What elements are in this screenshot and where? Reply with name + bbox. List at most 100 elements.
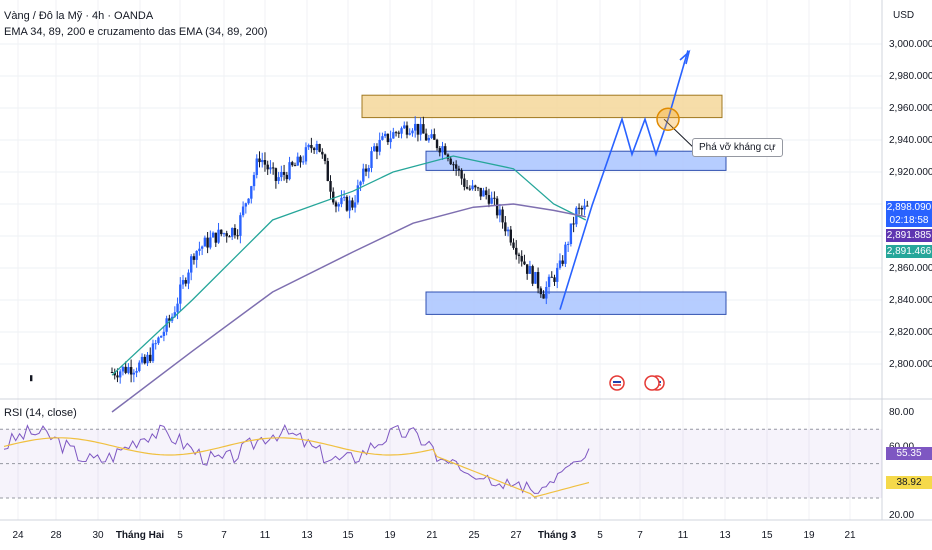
symbol-legend: Vàng / Đô la Mỹ · 4h · OANDA xyxy=(4,10,154,22)
candle-body xyxy=(566,244,570,246)
projection-path xyxy=(559,50,689,310)
ema-purple-tag: 2,891.885 xyxy=(886,229,932,242)
candle-body xyxy=(135,370,138,373)
candle-body xyxy=(479,187,482,197)
currency-label: USD xyxy=(893,10,914,21)
candle-body xyxy=(561,260,564,264)
candle-body xyxy=(30,375,33,382)
time-tick-label: 5 xyxy=(597,530,603,541)
candle-body xyxy=(280,171,283,178)
candle-body xyxy=(323,154,327,162)
candle-body xyxy=(575,207,578,225)
candle-body xyxy=(271,167,275,169)
candle-body xyxy=(397,132,400,134)
rsi-tick-label: 60.00 xyxy=(889,441,914,452)
candle-body xyxy=(416,123,420,135)
annotation-leader-line xyxy=(663,118,697,151)
candle-body xyxy=(149,354,152,362)
candle-body xyxy=(468,188,472,190)
candle-body xyxy=(512,242,515,248)
time-tick-label: 25 xyxy=(468,530,480,541)
candle-body xyxy=(236,235,239,237)
us-flag-event-icon xyxy=(644,375,660,391)
breakout-annotation[interactable]: Phá vỡ kháng cự xyxy=(692,138,783,157)
candle-body xyxy=(528,266,532,274)
countdown-tag: 02:18:58 xyxy=(886,214,932,227)
candle-body xyxy=(362,168,365,182)
candle-body xyxy=(263,160,267,165)
candle-body xyxy=(159,335,163,338)
candle-body xyxy=(536,272,540,289)
candle-body xyxy=(539,288,543,295)
candle-body xyxy=(285,174,289,180)
candle-body xyxy=(244,203,248,207)
candle-body xyxy=(329,180,332,192)
time-tick-label: 13 xyxy=(719,530,731,541)
candle-body xyxy=(154,343,157,345)
candle-body xyxy=(433,134,436,140)
candle-body xyxy=(269,167,272,170)
rsi-legend: RSI (14, close) xyxy=(4,407,77,419)
candle-body xyxy=(498,209,502,216)
rsi-ma-tag: 38.92 xyxy=(886,476,932,489)
candle-body xyxy=(446,154,450,159)
candle-body xyxy=(495,198,499,216)
candle-body xyxy=(250,186,253,199)
candle-body xyxy=(411,130,414,134)
candle-body xyxy=(534,272,537,284)
candle-body xyxy=(577,207,581,209)
rsi-ma-line xyxy=(3,437,590,498)
candle-body xyxy=(351,200,354,208)
price-tick-label: 2,860.000 xyxy=(889,263,932,274)
candle-body xyxy=(476,187,480,189)
candle-body xyxy=(580,207,584,210)
candle-body xyxy=(542,294,545,299)
candle-body xyxy=(116,375,119,378)
candle-body xyxy=(394,132,398,134)
candle-body xyxy=(413,123,417,131)
candle-body xyxy=(165,318,168,332)
candle-body xyxy=(558,260,562,268)
candle-body xyxy=(572,223,575,225)
candle-body xyxy=(452,164,455,166)
candle-body xyxy=(181,280,185,285)
candle-body xyxy=(438,148,441,153)
candle-body xyxy=(230,228,234,237)
candle-body xyxy=(176,303,179,313)
candle-body xyxy=(222,233,226,235)
candle-body xyxy=(465,186,469,189)
candle-body xyxy=(378,139,381,152)
candle-body xyxy=(326,161,329,181)
candle-body xyxy=(359,181,362,186)
candle-body xyxy=(441,146,444,153)
resistance-zone xyxy=(361,94,723,119)
candle-body xyxy=(515,247,518,255)
candle-body xyxy=(291,162,294,166)
time-tick-label: 21 xyxy=(844,530,856,541)
price-tick-label: 2,800.000 xyxy=(889,359,932,370)
candle-body xyxy=(553,277,556,282)
candle-body xyxy=(444,146,447,155)
candle-body xyxy=(392,132,395,139)
candle-body xyxy=(501,209,504,223)
candle-body xyxy=(427,137,431,141)
candle-body xyxy=(504,222,507,232)
candle-body xyxy=(381,136,384,140)
candle-body xyxy=(118,371,122,378)
candle-body xyxy=(310,145,313,149)
candle-body xyxy=(564,244,567,264)
candle-body xyxy=(214,232,217,243)
candle-body xyxy=(113,372,116,376)
candle-body xyxy=(556,267,559,282)
candle-body xyxy=(312,148,316,151)
candle-body xyxy=(345,196,349,211)
ema-purple-line xyxy=(111,203,586,413)
candle-body xyxy=(228,236,231,238)
ema-green-line xyxy=(111,155,587,376)
time-tick-label: 28 xyxy=(50,530,62,541)
price-tick-label: 2,980.000 xyxy=(889,71,932,82)
candle-body xyxy=(449,158,452,165)
price-tick-label: 2,820.000 xyxy=(889,327,932,338)
